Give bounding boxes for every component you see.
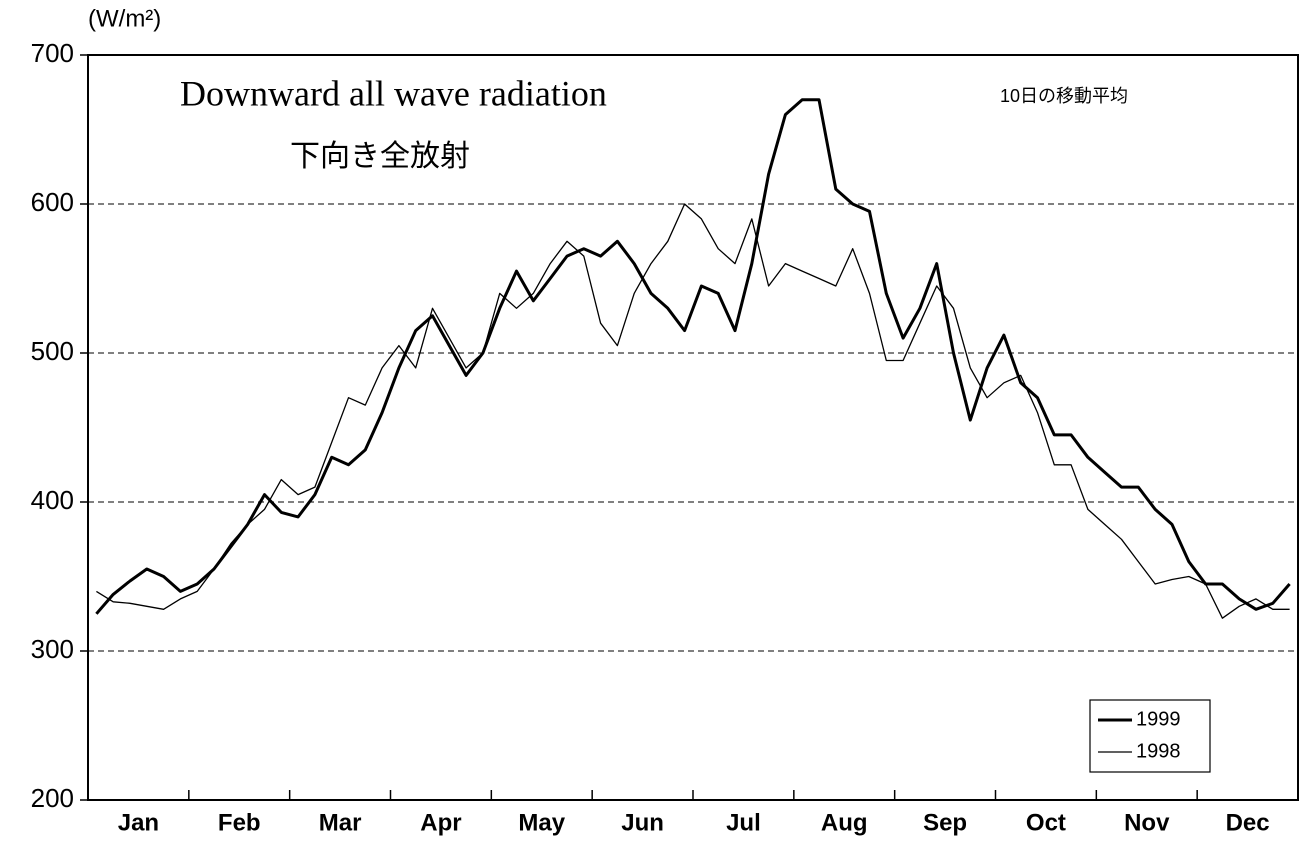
x-tick-label: Jul <box>726 809 761 836</box>
x-tick-label: May <box>518 809 565 836</box>
x-tick-label: Nov <box>1124 809 1170 836</box>
x-tick-label: Aug <box>821 809 868 836</box>
line-series <box>96 203 1290 619</box>
y-axis-label: (W/m²) <box>88 5 161 32</box>
line-series <box>95 98 1291 615</box>
y-tick-label: 200 <box>31 783 74 813</box>
annotation: 10日の移動平均 <box>1000 86 1128 106</box>
chart-subtitle: 下向き全放射 <box>290 140 470 173</box>
legend-box <box>1089 699 1211 773</box>
x-tick-label: Jan <box>118 809 159 836</box>
x-tick-label: Feb <box>218 809 261 836</box>
y-tick-label: 500 <box>31 336 74 366</box>
chart-title: Downward all wave radiation <box>180 73 607 113</box>
legend-label: 1999 <box>1136 708 1181 730</box>
y-tick-label: 600 <box>31 187 74 217</box>
x-tick-label: Oct <box>1026 809 1066 836</box>
legend-label: 1998 <box>1136 740 1181 762</box>
x-tick-label: Sep <box>923 809 967 836</box>
plot-frame <box>87 54 1299 801</box>
y-tick-label: 300 <box>31 634 74 664</box>
x-tick-label: Dec <box>1226 809 1270 836</box>
x-tick-label: Apr <box>420 809 461 836</box>
x-tick-label: Mar <box>319 809 362 836</box>
x-tick-label: Jun <box>621 809 664 836</box>
y-tick-label: 700 <box>31 38 74 68</box>
y-tick-label: 400 <box>31 485 74 515</box>
